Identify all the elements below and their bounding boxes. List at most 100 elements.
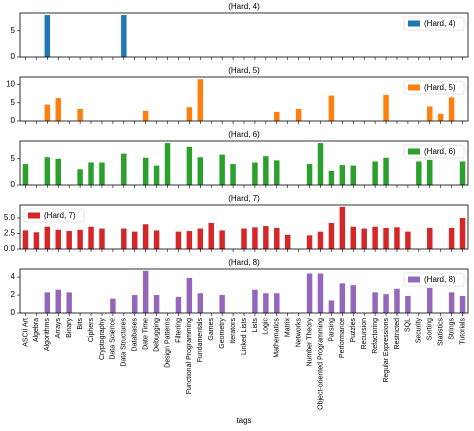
x-tick-label: SQL xyxy=(405,318,412,332)
axes-frame xyxy=(19,76,469,122)
x-tick-label: Recursion xyxy=(361,318,368,350)
bar xyxy=(197,228,204,249)
y-tick-label: 4 xyxy=(11,272,16,281)
x-tick-label: Data Structures xyxy=(121,318,128,367)
bar xyxy=(274,227,280,249)
x-tick-label: Debugging xyxy=(153,318,160,352)
bar xyxy=(44,15,51,57)
bar xyxy=(317,143,324,185)
bar xyxy=(383,157,389,185)
bar xyxy=(44,226,51,249)
bar xyxy=(339,165,346,185)
legend-box xyxy=(403,272,465,287)
bar xyxy=(241,228,247,249)
x-tick-label: Logic xyxy=(263,318,270,335)
bar xyxy=(110,298,116,313)
legend-swatch xyxy=(408,84,420,91)
x-tick-label: Lists xyxy=(252,318,259,333)
bar xyxy=(197,293,204,313)
y-tick-label: 2 xyxy=(11,290,16,299)
bar xyxy=(121,228,127,249)
x-tick-label: Performance xyxy=(339,318,346,358)
bar xyxy=(77,229,83,249)
bar xyxy=(383,227,389,249)
x-tick-label: Tutorials xyxy=(459,318,466,345)
bar xyxy=(317,231,324,249)
y-tick-label: 0.0 xyxy=(4,244,16,253)
bar xyxy=(208,222,214,249)
x-axis-label: tags xyxy=(236,416,251,425)
x-tick-label: Algorithms xyxy=(44,318,51,352)
bar xyxy=(175,296,182,313)
y-tick-label: 5 xyxy=(11,154,16,163)
bar xyxy=(164,143,171,185)
x-tick-label: Algebra xyxy=(33,318,40,342)
bar xyxy=(142,110,149,121)
subplot-title: (Hard, 5) xyxy=(228,66,260,75)
bar xyxy=(328,222,335,249)
x-tick-label: Networks xyxy=(295,318,302,348)
x-tick-label: Number Theory xyxy=(306,318,313,367)
legend-box xyxy=(403,80,465,95)
bar xyxy=(328,170,335,185)
bar xyxy=(33,232,40,249)
bar xyxy=(88,162,94,185)
bar xyxy=(317,273,324,313)
bar xyxy=(274,160,280,185)
y-tick-label: 0 xyxy=(11,180,16,189)
y-tick-label: 0 xyxy=(11,308,16,317)
y-tick-label: 10 xyxy=(6,80,15,89)
bar xyxy=(427,287,433,313)
bar xyxy=(142,157,149,185)
x-tick-label: Data Science xyxy=(110,318,117,360)
bar xyxy=(263,226,269,249)
bar xyxy=(132,295,138,313)
bar xyxy=(459,161,466,185)
bar xyxy=(437,113,444,121)
x-tick-label: Puzzles xyxy=(350,318,357,343)
axes-frame xyxy=(19,12,469,58)
bar xyxy=(197,157,204,185)
legend-swatch xyxy=(408,20,420,27)
bar xyxy=(328,95,335,121)
legend-swatch xyxy=(28,212,40,219)
bar xyxy=(350,226,356,249)
bar xyxy=(175,231,182,249)
bar xyxy=(66,292,72,313)
bar xyxy=(153,230,160,249)
subplot-title: (Hard, 7) xyxy=(228,194,260,203)
bar xyxy=(44,292,51,313)
bar xyxy=(252,227,258,249)
bar xyxy=(383,94,389,121)
bar xyxy=(405,295,411,313)
bar xyxy=(142,270,149,313)
legend-box xyxy=(23,208,85,223)
bar xyxy=(284,234,291,249)
subplot-title: (Hard, 4) xyxy=(228,2,260,11)
bar xyxy=(350,165,356,185)
legend-label: (Hard, 6) xyxy=(424,147,456,156)
x-tick-label: Matrix xyxy=(285,318,292,338)
bar xyxy=(383,294,389,313)
x-tick-label: Date Time xyxy=(143,318,150,350)
bar xyxy=(339,283,346,313)
bar xyxy=(186,146,193,185)
bar xyxy=(219,295,225,313)
bar xyxy=(306,273,313,313)
bar xyxy=(197,79,204,121)
bar xyxy=(372,161,378,185)
bar xyxy=(252,162,258,185)
y-tick-label: 0 xyxy=(11,52,16,61)
x-tick-label: Strings xyxy=(448,318,455,340)
bar xyxy=(339,206,346,249)
x-tick-label: Refactoring xyxy=(372,318,379,354)
axes-frame xyxy=(19,140,469,186)
x-tick-label: Statistics xyxy=(438,318,445,347)
x-tick-label: Restricted xyxy=(394,318,401,350)
x-tick-label: Linked Lists xyxy=(241,318,248,355)
x-tick-label: Regular Expressions xyxy=(383,318,390,383)
legend-label: (Hard, 5) xyxy=(424,83,456,92)
bar xyxy=(77,109,83,121)
bar xyxy=(394,288,400,313)
